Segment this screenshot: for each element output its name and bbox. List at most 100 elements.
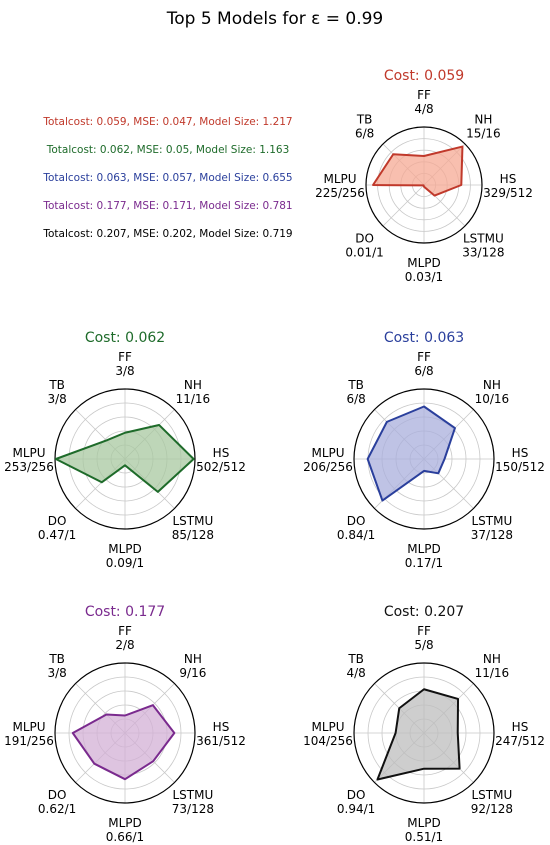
radar-axis-label: TB 6/8 <box>355 113 374 141</box>
axis-value: 0.47/1 <box>38 528 76 542</box>
radar-axis-label: NH 11/16 <box>475 652 510 680</box>
radar-axis-label: MLPD 0.66/1 <box>106 816 144 844</box>
axis-name: DO <box>347 788 366 802</box>
axis-name: NH <box>184 652 202 666</box>
axis-value: 6/8 <box>346 392 365 406</box>
axis-value: 0.17/1 <box>405 556 443 570</box>
radar-axis-label: DO 0.84/1 <box>337 514 375 542</box>
axis-name: LSTMU <box>172 514 213 528</box>
axis-value: 0.03/1 <box>405 270 443 284</box>
radar-spoke <box>382 184 425 227</box>
legend-entry: Totalcost: 0.063, MSE: 0.057, Model Size… <box>42 172 292 184</box>
axis-value: 3/8 <box>47 392 66 406</box>
axis-value: 247/512 <box>495 734 545 748</box>
radar-axis-label: FF 3/8 <box>115 350 134 378</box>
axis-value: 0.51/1 <box>405 830 443 844</box>
radar-axis-label: MLPD 0.09/1 <box>106 542 144 570</box>
legend: Totalcost: 0.059, MSE: 0.047, Model Size… <box>42 116 292 240</box>
radar-outer-ring <box>54 662 196 804</box>
radar-title: Cost: 0.059 <box>384 68 464 84</box>
axis-value: 5/8 <box>414 638 433 652</box>
radar-axis-label: TB 4/8 <box>346 652 365 680</box>
axis-name: MLPD <box>407 542 441 556</box>
radar-axis-label: DO 0.47/1 <box>38 514 76 542</box>
radar-axis-label: FF 2/8 <box>115 624 134 652</box>
radar-axis-label: FF 5/8 <box>414 624 433 652</box>
radar-axis-label: LSTMU 73/128 <box>172 788 214 816</box>
axis-value: 3/8 <box>115 364 134 378</box>
axis-value: 0.66/1 <box>106 830 144 844</box>
axis-name: TB <box>356 113 373 127</box>
axis-name: TB <box>48 378 65 392</box>
radar-outer-ring <box>365 126 483 244</box>
radar-axis-label: DO 0.94/1 <box>337 788 375 816</box>
axis-name: DO <box>48 514 67 528</box>
axis-value: 150/512 <box>495 460 545 474</box>
axis-name: HS <box>213 720 230 734</box>
axis-name: MLPU <box>311 720 344 734</box>
axis-value: 33/128 <box>462 245 504 259</box>
axis-value: 37/128 <box>471 528 513 542</box>
radar-axis-label: NH 9/16 <box>179 652 206 680</box>
axis-name: TB <box>347 378 364 392</box>
radar-chart: Cost: 0.177 FF 2/8 NH 9/16 HS 361/512 LSTMU 73/1… <box>4 604 246 844</box>
radar-axis-label: LSTMU 37/128 <box>471 514 513 542</box>
radar-series-polygon <box>71 704 176 781</box>
legend-entry: Totalcost: 0.207, MSE: 0.202, Model Size… <box>42 228 292 240</box>
legend-entry: Totalcost: 0.177, MSE: 0.171, Model Size… <box>42 200 292 212</box>
axis-name: MLPD <box>407 256 441 270</box>
axis-value: 92/128 <box>471 802 513 816</box>
radar-axis-label: MLPU 206/256 <box>303 446 353 474</box>
radar-axis-label: HS 150/512 <box>495 446 545 474</box>
axis-name: MLPU <box>12 446 45 460</box>
radar-chart: Cost: 0.207 FF 5/8 NH 11/16 HS 247/512 LSTMU 92/… <box>303 604 545 844</box>
axis-value: 10/16 <box>475 392 510 406</box>
axis-name: MLPD <box>108 816 142 830</box>
radar-axis-label: MLPU 104/256 <box>303 720 353 748</box>
radar-axis-label: FF 6/8 <box>414 350 433 378</box>
radar-axis-label: HS 247/512 <box>495 720 545 748</box>
axis-name: LSTMU <box>471 788 512 802</box>
radar-title: Cost: 0.063 <box>384 330 464 346</box>
axis-name: FF <box>417 624 431 638</box>
radar-axis-label: NH 11/16 <box>176 378 211 406</box>
axis-value: 361/512 <box>196 734 246 748</box>
radar-series-polygon <box>372 145 464 197</box>
axis-value: 104/256 <box>303 734 353 748</box>
axis-value: 191/256 <box>4 734 54 748</box>
radar-outer-ring <box>353 662 495 804</box>
axis-value: 4/8 <box>346 666 365 680</box>
radar-axis-label: TB 3/8 <box>47 378 66 406</box>
axis-value: 9/16 <box>179 666 206 680</box>
axis-name: TB <box>48 652 65 666</box>
axis-name: FF <box>118 624 132 638</box>
axis-value: 3/8 <box>47 666 66 680</box>
axis-value: 6/8 <box>355 127 374 141</box>
axis-value: 0.01/1 <box>345 245 383 259</box>
radar-axis-label: MLPD 0.17/1 <box>405 542 443 570</box>
axis-value: 502/512 <box>196 460 246 474</box>
radar-axis-label: DO 0.01/1 <box>345 231 383 259</box>
radar-series-polygon <box>54 423 195 493</box>
axis-name: LSTMU <box>172 788 213 802</box>
axis-name: DO <box>48 788 67 802</box>
axis-value: 11/16 <box>475 666 510 680</box>
radar-axis-label: NH 15/16 <box>466 113 501 141</box>
radar-axis-label: LSTMU 33/128 <box>462 231 504 259</box>
radar-axis-label: HS 361/512 <box>196 720 246 748</box>
radar-series-polygon <box>376 688 461 781</box>
radar-title: Cost: 0.207 <box>384 604 464 620</box>
axis-name: NH <box>184 378 202 392</box>
radar-axis-label: DO 0.62/1 <box>38 788 76 816</box>
radar-axis-label: HS 502/512 <box>196 446 246 474</box>
axis-name: FF <box>417 350 431 364</box>
radar-chart: Cost: 0.059 FF 4/8 NH 15/16 HS 329/512 LSTMU 33/… <box>315 68 533 284</box>
axis-value: 73/128 <box>172 802 214 816</box>
axis-value: 0.62/1 <box>38 802 76 816</box>
axis-name: HS <box>213 446 230 460</box>
axis-value: 6/8 <box>414 364 433 378</box>
axis-value: 11/16 <box>176 392 211 406</box>
